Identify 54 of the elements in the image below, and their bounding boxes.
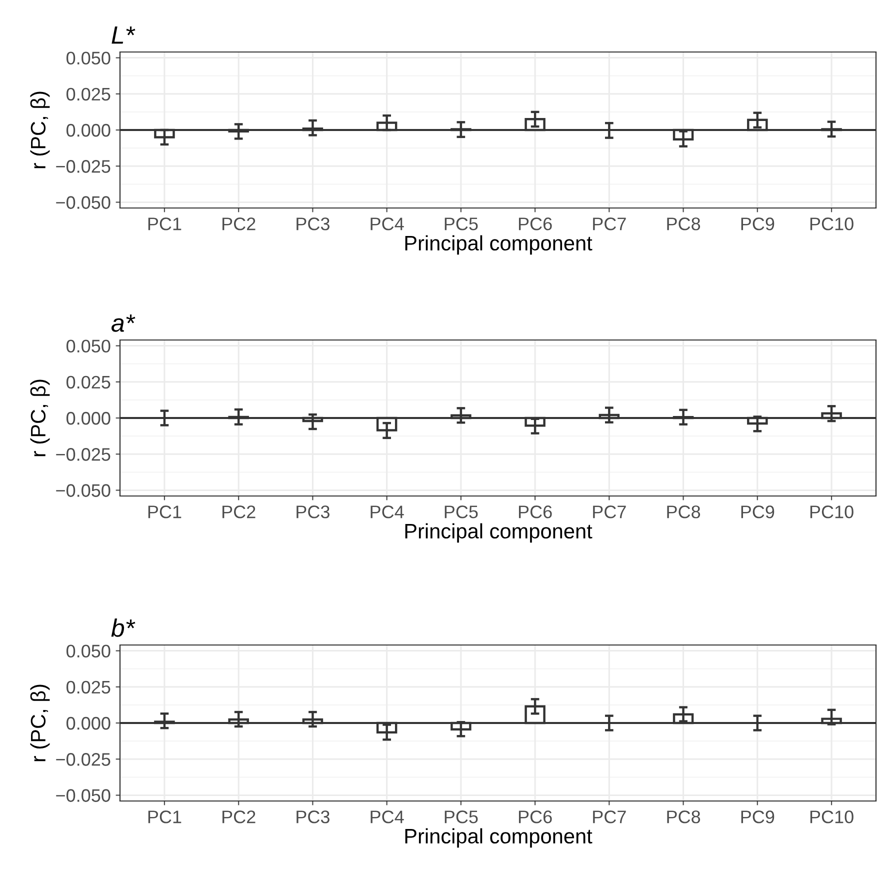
- chart-title: a*: [111, 314, 136, 332]
- y-tick-label: 0.050: [66, 340, 110, 352]
- y-tick-label: 0.025: [66, 376, 110, 389]
- y-tick-label: −0.050: [56, 196, 110, 209]
- x-tick-label: PC3: [296, 506, 330, 518]
- x-tick-label: PC8: [667, 506, 700, 518]
- x-tick-label: PC3: [296, 218, 330, 230]
- x-tick-label: PC2: [222, 810, 256, 824]
- y-axis-title: r (PC, β): [30, 380, 50, 456]
- x-tick-label: PC9: [741, 810, 774, 824]
- x-tick-label: PC6: [518, 506, 552, 518]
- y-tick-label: 0.000: [66, 124, 110, 137]
- x-tick-label: PC6: [518, 218, 552, 230]
- x-tick-label: PC1: [148, 218, 182, 230]
- y-axis-title: r (PC, β): [30, 684, 50, 762]
- x-tick-label: PC7: [593, 810, 626, 824]
- x-tick-label: PC10: [810, 506, 854, 518]
- x-tick-label: PC4: [370, 506, 404, 518]
- x-tick-label: PC1: [148, 810, 182, 824]
- y-tick-label: 0.050: [66, 52, 110, 64]
- y-tick-label: −0.050: [56, 484, 110, 497]
- x-tick-label: PC5: [444, 810, 478, 824]
- x-tick-label: PC7: [593, 218, 626, 230]
- x-tick-label: PC4: [370, 218, 404, 230]
- x-tick-label: PC9: [741, 506, 774, 518]
- x-tick-label: PC2: [222, 506, 256, 518]
- x-tick-label: PC3: [296, 810, 330, 824]
- y-tick-label: −0.025: [56, 753, 110, 766]
- x-tick-label: PC10: [810, 218, 854, 230]
- y-tick-label: 0.000: [66, 716, 110, 730]
- chart-title: L*: [112, 26, 136, 44]
- x-tick-label: PC2: [222, 218, 256, 230]
- chart-title: b*: [111, 618, 136, 637]
- y-tick-label: −0.050: [56, 789, 110, 802]
- y-tick-label: −0.025: [56, 448, 110, 461]
- x-tick-label: PC7: [593, 506, 626, 518]
- y-tick-label: 0.000: [66, 412, 110, 425]
- y-axis-title: r (PC, β): [30, 92, 50, 168]
- y-tick-label: 0.025: [66, 88, 110, 101]
- x-axis-title: Principal component: [405, 235, 592, 255]
- x-tick-label: PC10: [810, 810, 854, 824]
- y-tick-label: 0.050: [66, 644, 110, 658]
- x-axis-title: Principal component: [405, 523, 592, 543]
- x-tick-label: PC5: [444, 218, 478, 230]
- x-tick-label: PC6: [518, 810, 552, 824]
- x-tick-label: PC1: [148, 506, 182, 518]
- y-tick-label: 0.025: [66, 680, 110, 694]
- x-tick-label: PC5: [444, 506, 478, 518]
- y-tick-label: −0.025: [56, 160, 110, 173]
- x-tick-label: PC8: [667, 218, 700, 230]
- x-tick-label: PC8: [667, 810, 700, 824]
- x-axis-title: Principal component: [405, 828, 592, 848]
- x-tick-label: PC4: [370, 810, 404, 824]
- x-tick-label: PC9: [741, 218, 774, 230]
